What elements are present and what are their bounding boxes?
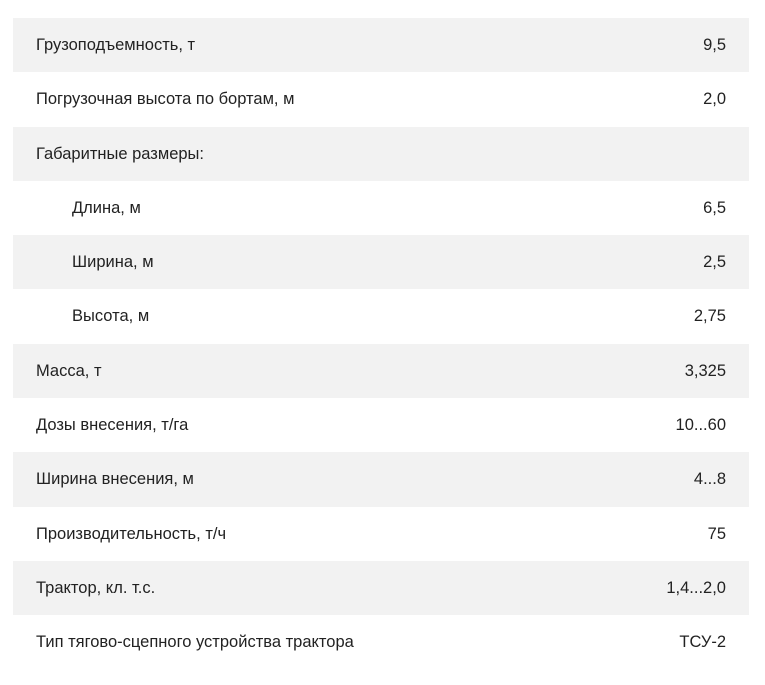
- row-label: Погрузочная высота по бортам, м: [36, 90, 295, 109]
- table-row: Трактор, кл. т.с. 1,4...2,0: [13, 560, 749, 616]
- table-row: Погрузочная высота по бортам, м 2,0: [13, 72, 749, 126]
- table-row: Габаритные размеры:: [13, 126, 749, 181]
- row-label: Масса, т: [36, 361, 102, 380]
- row-label: Трактор, кл. т.с.: [36, 578, 156, 597]
- row-value: 10...60: [675, 416, 726, 435]
- row-label: Ширина, м: [72, 253, 154, 272]
- row-value: 1,4...2,0: [666, 578, 726, 597]
- table-row: Грузоподъемность, т 9,5: [13, 18, 749, 73]
- table-row: Масса, т 3,325: [13, 343, 749, 399]
- row-value: ТСУ-2: [679, 633, 726, 652]
- row-label: Дозы внесения, т/га: [36, 416, 189, 435]
- row-label: Длина, м: [72, 198, 141, 217]
- table-row: Производительность, т/ч 75: [13, 507, 749, 561]
- table-row: Тип тягово-сцепного устройства трактора Т…: [13, 615, 749, 685]
- row-label: Производительность, т/ч: [36, 524, 227, 543]
- row-label: Тип тягово-сцепного устройства трактора: [36, 633, 354, 652]
- row-label: Грузоподъемность, т: [36, 36, 196, 54]
- row-value: 2,5: [703, 253, 726, 272]
- row-value: 9,5: [703, 36, 726, 54]
- row-value: 3,325: [684, 361, 726, 380]
- table-row: Ширина, м 2,5: [13, 235, 749, 290]
- row-label: Ширина внесения, м: [36, 470, 194, 489]
- row-label: Габаритные размеры:: [36, 144, 204, 163]
- table-row: Дозы внесения, т/га 10...60: [13, 398, 749, 452]
- table-row: Ширина внесения, м 4...8: [13, 452, 749, 507]
- row-value: 4...8: [693, 470, 726, 489]
- table-row: Высота, м 2,75: [13, 289, 749, 343]
- row-value: 2,0: [703, 90, 726, 109]
- specs-table: Грузоподъемность, т 9,5 Погрузочная высота…: [13, 18, 749, 685]
- table-row: Длина, м 6,5: [13, 181, 749, 235]
- row-value: 2,75: [693, 307, 726, 326]
- row-value: 6,5: [703, 198, 726, 217]
- row-value: 75: [707, 524, 726, 543]
- row-label: Высота, м: [72, 307, 150, 326]
